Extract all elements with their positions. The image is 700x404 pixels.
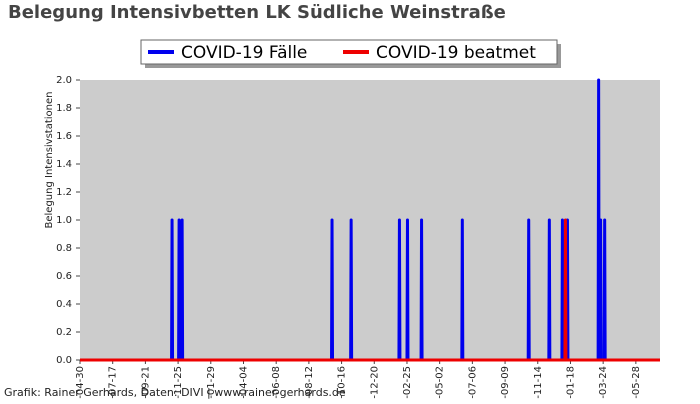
x-tick-label: -05-28: [631, 366, 642, 399]
y-tick-label: 0.4: [56, 299, 72, 310]
y-tick-label: 0.2: [56, 327, 72, 338]
x-tick-label: -09-09: [500, 366, 511, 399]
chart-title: Belegung Intensivbetten LK Südliche Wein…: [8, 2, 506, 23]
y-tick-label: 0.8: [56, 243, 72, 254]
x-tick-label: -02-25: [402, 366, 413, 399]
series-line: [80, 218, 660, 362]
x-tick-label: -03-24: [598, 366, 609, 399]
y-tick-label: 0.0: [56, 355, 72, 366]
x-tick-label: -09-21: [140, 366, 151, 399]
plot-area: [80, 80, 660, 360]
x-tick-label: -12-20: [369, 366, 380, 399]
x-tick-label: -07-17: [108, 366, 119, 399]
source-note: Grafik: Rainer Gerhards, Daten: DIVI | w…: [4, 386, 346, 399]
x-tick-label: -01-29: [206, 366, 217, 399]
legend-label: COVID-19 beatmet: [376, 43, 536, 63]
y-tick-label: 0.6: [56, 271, 72, 282]
x-tick-label: -08-12: [304, 366, 315, 399]
y-tick-label: 1.8: [56, 103, 72, 114]
x-tick-label: -07-06: [467, 366, 478, 399]
y-tick-label: 1.2: [56, 187, 72, 198]
x-tick-label: -04-30: [75, 366, 86, 399]
y-tick-label: 2.0: [56, 75, 72, 86]
x-tick-label: -11-14: [533, 366, 544, 399]
y-tick-label: 1.6: [56, 131, 72, 142]
x-tick-label: -01-18: [565, 366, 576, 399]
x-tick-label: -11-25: [173, 366, 184, 399]
y-axis-label: Belegung Intensivstationen: [44, 91, 55, 228]
y-tick-label: 1.4: [56, 159, 72, 170]
x-tick-label: -06-08: [271, 366, 282, 399]
y-tick-label: 1.0: [56, 215, 72, 226]
series-line: [80, 78, 660, 362]
legend-label: COVID-19 Fälle: [181, 43, 307, 63]
x-tick-label: -04-04: [238, 366, 249, 399]
x-tick-label: -05-02: [435, 366, 446, 399]
x-tick-label: -10-16: [337, 366, 348, 399]
